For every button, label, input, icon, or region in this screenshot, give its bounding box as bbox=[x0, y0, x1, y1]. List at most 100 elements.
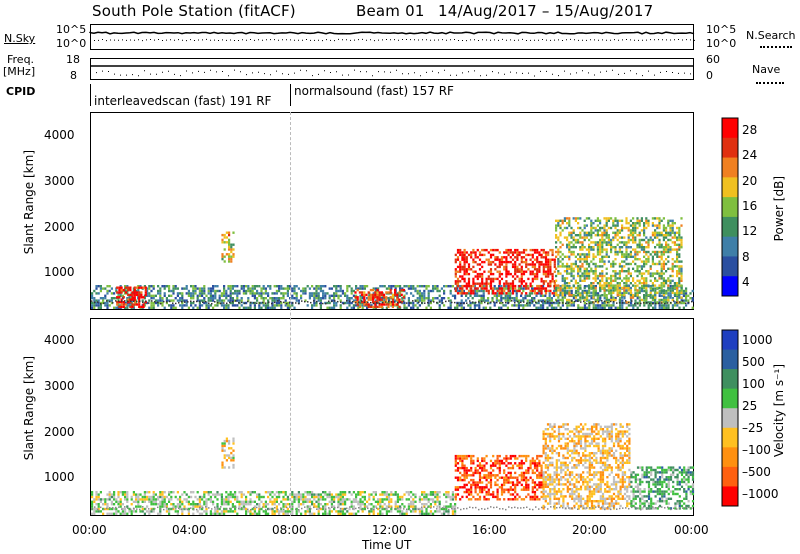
power-cell-region-4 bbox=[498, 275, 501, 278]
power-cell-region-3 bbox=[391, 300, 394, 304]
power-cell-region-4 bbox=[498, 292, 501, 295]
power-cell-region-4 bbox=[487, 282, 490, 285]
velocity-cell-region-0 bbox=[159, 493, 162, 496]
power-cell-region-0 bbox=[484, 299, 487, 302]
power-cell-region-5 bbox=[629, 291, 632, 294]
ground-scatter-dot bbox=[643, 302, 645, 304]
power-cell-region-5 bbox=[671, 241, 674, 244]
power-cell-region-5 bbox=[607, 241, 610, 244]
velocity-cell-region-0 bbox=[414, 495, 417, 499]
power-cell-region-0 bbox=[205, 306, 208, 309]
power-cell-region-5 bbox=[638, 258, 641, 261]
velocity-cell-region-2 bbox=[454, 462, 457, 465]
power-cell-region-0 bbox=[418, 285, 421, 288]
power-cell-region-0 bbox=[300, 294, 303, 297]
velocity-cell-region-0 bbox=[163, 498, 166, 501]
power-cell-region-4 bbox=[461, 251, 464, 254]
velocity-cell-region-0 bbox=[148, 512, 151, 515]
power-cell-region-5 bbox=[660, 246, 663, 249]
power-cell-region-0 bbox=[601, 304, 604, 307]
velocity-cell-region-2 bbox=[507, 457, 510, 460]
power-cell-region-5 bbox=[629, 253, 632, 256]
velocity-cell-region-0 bbox=[385, 498, 388, 501]
velocity-cell-region-1 bbox=[232, 456, 235, 460]
power-cell-region-0 bbox=[192, 289, 195, 293]
velocity-cell-region-0 bbox=[146, 491, 149, 494]
power-cell-region-5 bbox=[640, 217, 643, 220]
power-cell-region-5 bbox=[568, 258, 571, 261]
power-cell-region-0 bbox=[467, 304, 470, 307]
power-cell-region-5 bbox=[654, 217, 657, 220]
power-cell-region-5 bbox=[658, 246, 661, 249]
power-cell-region-0 bbox=[359, 285, 362, 288]
velocity-cell-region-0 bbox=[423, 498, 426, 501]
power-cell-region-0 bbox=[381, 297, 384, 300]
velocity-cell-region-0 bbox=[135, 500, 138, 503]
power-cell-region-0 bbox=[220, 304, 223, 307]
power-cell-region-0 bbox=[198, 304, 201, 307]
power-cell-region-0 bbox=[262, 287, 265, 290]
power-cell-region-5 bbox=[559, 272, 562, 275]
power-cell-region-0 bbox=[414, 304, 417, 307]
power-cell-region-0 bbox=[412, 304, 415, 307]
velocity-cell-region-2 bbox=[459, 471, 462, 475]
velocity-cell-region-2 bbox=[527, 478, 530, 482]
power-cell-region-5 bbox=[566, 298, 569, 302]
power-cell-region-0 bbox=[493, 287, 496, 290]
velocity-cell-region-0 bbox=[258, 493, 261, 496]
power-cell-region-0 bbox=[429, 299, 432, 302]
velocity-cell-region-1 bbox=[225, 454, 228, 457]
power-cell-region-0 bbox=[205, 294, 208, 297]
power-cell-region-5 bbox=[614, 253, 617, 256]
velocity-cell-region-2 bbox=[489, 459, 493, 463]
power-cell-region-4 bbox=[492, 272, 495, 276]
power-cell-region-5 bbox=[673, 265, 676, 268]
ground-scatter-dot bbox=[223, 302, 225, 304]
power-cell-region-5 bbox=[645, 298, 648, 302]
power-cell-region-5 bbox=[616, 243, 619, 246]
power-cell-region-0 bbox=[295, 297, 298, 300]
power-cell-region-0 bbox=[234, 289, 237, 293]
power-cell-region-0 bbox=[174, 287, 177, 290]
power-cell-region-4 bbox=[547, 282, 550, 285]
power-cell-region-3 bbox=[369, 305, 372, 309]
velocity-cell-region-0 bbox=[271, 500, 274, 503]
power-cell-region-0 bbox=[185, 285, 188, 288]
power-cell-region-4 bbox=[494, 292, 497, 295]
power-cell-region-2 bbox=[228, 245, 231, 249]
velocity-cell-region-3 bbox=[542, 478, 545, 481]
power-cell-region-5 bbox=[669, 250, 672, 254]
ground-scatter-dot bbox=[352, 301, 354, 303]
power-cell-region-0 bbox=[623, 285, 626, 288]
power-cell-region-0 bbox=[194, 289, 197, 293]
power-cell-region-1 bbox=[133, 296, 136, 299]
power-cell-region-5 bbox=[555, 279, 558, 282]
power-cell-region-0 bbox=[678, 289, 681, 293]
power-cell-region-5 bbox=[594, 229, 597, 232]
power-cell-region-0 bbox=[588, 306, 591, 309]
velocity-cell-region-2 bbox=[476, 483, 479, 487]
power-cell-region-0 bbox=[245, 289, 248, 293]
power-cell-region-5 bbox=[621, 236, 624, 239]
power-cell-region-5 bbox=[643, 246, 646, 249]
velocity-cell-region-0 bbox=[231, 493, 234, 496]
velocity-cell-region-2 bbox=[478, 490, 482, 494]
velocity-cell-region-0 bbox=[295, 495, 298, 499]
power-cell-region-4 bbox=[485, 287, 488, 290]
velocity-cell-region-0 bbox=[418, 507, 421, 511]
velocity-cell-region-0 bbox=[196, 491, 199, 494]
power-cell-region-5 bbox=[638, 224, 641, 227]
velocity-cell-region-2 bbox=[522, 476, 526, 479]
velocity-cell-region-0 bbox=[278, 491, 281, 494]
power-cell-region-5 bbox=[662, 248, 665, 251]
velocity-cell-region-0 bbox=[394, 503, 397, 506]
power-cell-region-0 bbox=[337, 297, 340, 300]
power-cell-region-5 bbox=[572, 236, 575, 239]
power-cell-region-0 bbox=[229, 285, 232, 288]
power-cell-region-5 bbox=[621, 229, 624, 232]
power-cell-region-0 bbox=[209, 297, 212, 300]
velocity-cell-region-0 bbox=[412, 505, 415, 508]
power-cell-region-0 bbox=[124, 285, 127, 288]
velocity-cell-region-2 bbox=[538, 462, 541, 465]
velocity-cell-region-0 bbox=[168, 510, 171, 513]
